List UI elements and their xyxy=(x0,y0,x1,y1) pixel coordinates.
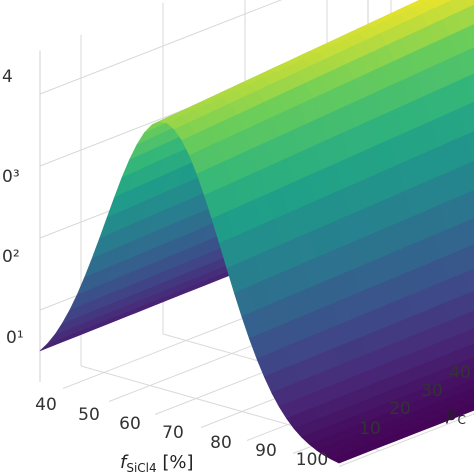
y-tick-label: 10 xyxy=(359,419,381,439)
x-axis-title: fSiCl4 [%] xyxy=(120,452,194,474)
z-axis-ticks: 0¹ 0² 0³ 4 xyxy=(2,67,24,348)
y-axis-ticks: 10 20 30 40 xyxy=(359,363,471,439)
surface-mesh xyxy=(39,0,474,464)
x-axis-ticks: 40 50 60 70 80 90 100 xyxy=(35,395,328,470)
y-tick-label: 30 xyxy=(421,381,443,401)
x-tick-label: 80 xyxy=(210,433,232,453)
grid-line xyxy=(338,413,474,467)
z-tick-label: 0³ xyxy=(2,167,20,187)
x-tick-label: 50 xyxy=(78,405,100,425)
x-tick-label: 40 xyxy=(35,395,57,415)
z-tick-label: 0² xyxy=(2,247,20,267)
y-axis-title: pC xyxy=(445,404,466,427)
x-tick-label: 100 xyxy=(296,450,328,470)
x-tick-label: 60 xyxy=(119,414,141,434)
grid-line xyxy=(39,0,283,95)
y-tick-label: 40 xyxy=(449,363,471,383)
z-tick-label: 4 xyxy=(2,67,13,87)
y-tick-label: 20 xyxy=(389,399,411,419)
z-tick-label: 0¹ xyxy=(6,328,24,348)
surface-patch xyxy=(331,453,354,464)
x-tick-label: 90 xyxy=(255,441,277,461)
x-tick-label: 70 xyxy=(162,423,184,443)
